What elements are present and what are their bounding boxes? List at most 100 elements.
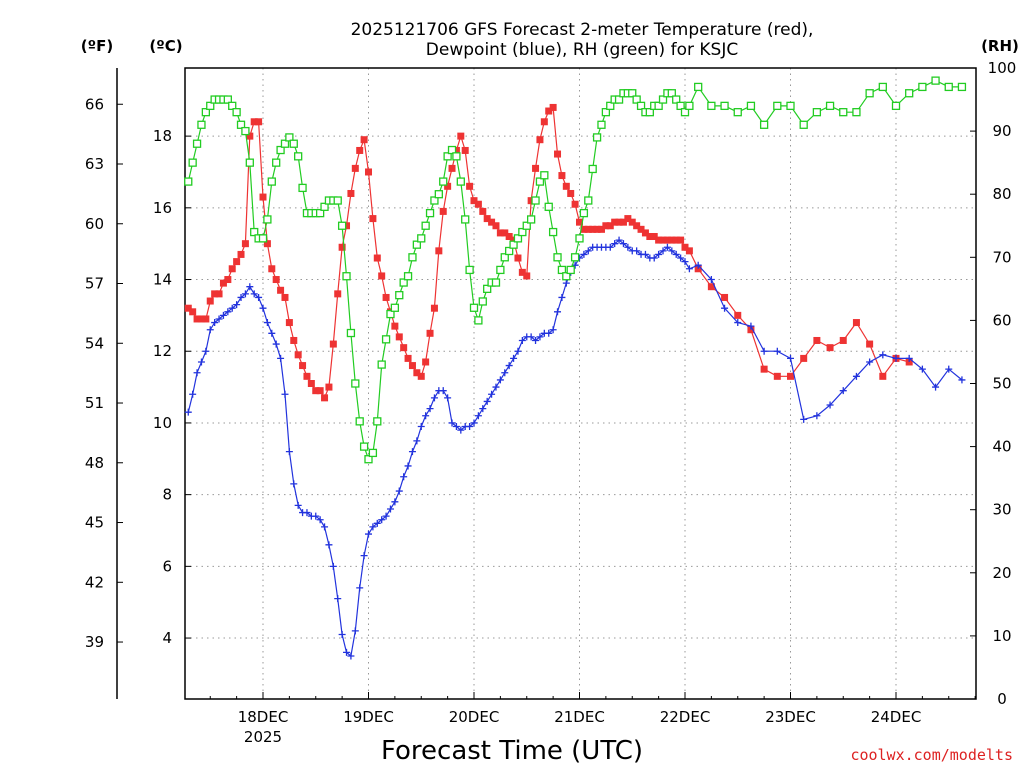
dewpoint-point (787, 354, 794, 362)
rh-point (315, 208, 325, 218)
dewpoint-point (184, 408, 192, 416)
dewpoint-point (655, 250, 663, 258)
dewpoint-point (316, 516, 324, 524)
celsius-tick-label: 8 (162, 486, 172, 504)
series-dewpoint (184, 236, 966, 660)
temp-point (417, 372, 425, 380)
dewpoint-point (466, 423, 474, 431)
rh-point (496, 265, 505, 275)
fahrenheit-tick-label: 63 (85, 155, 104, 173)
rh-point (188, 158, 197, 167)
rh-point (491, 278, 501, 287)
temp-point (474, 200, 482, 208)
rh-point (267, 177, 276, 186)
series-layer (184, 76, 967, 660)
temp-point (518, 268, 526, 276)
dewpoint-point (334, 595, 342, 603)
rh-point (799, 120, 808, 129)
dewpoint-point (373, 519, 381, 527)
temp-point (408, 362, 416, 370)
dewpoint-point (549, 326, 557, 334)
series-temperature (184, 103, 913, 402)
dewpoint-point (268, 329, 276, 337)
temp-point (536, 136, 544, 144)
credit-text: coolwx.com/modelts (850, 746, 1013, 764)
dewpoint-point (545, 329, 553, 337)
rh-point (381, 335, 391, 344)
temp-point (224, 276, 232, 284)
temp-point (206, 297, 214, 305)
dewpoint-point (457, 426, 465, 434)
dewpoint-point (338, 630, 346, 638)
x-tick-label: 23DEC (765, 708, 816, 726)
dewpoint-point (663, 243, 671, 251)
fahrenheit-tick-label: 42 (85, 573, 104, 591)
temp-point (787, 372, 794, 380)
rh-point (694, 82, 703, 92)
temp-point (219, 279, 227, 287)
dewpoint-point (918, 365, 926, 373)
rh-point (359, 442, 369, 451)
rh-point (346, 328, 356, 338)
rh-point (368, 448, 378, 458)
temp-point (685, 247, 693, 255)
temp-point (866, 340, 874, 348)
temp-point (496, 229, 504, 237)
temp-point (316, 387, 324, 395)
rh-point (588, 164, 597, 174)
temp-point (290, 336, 298, 344)
dewpoint-point (677, 254, 685, 262)
temp-point (466, 182, 474, 190)
temp-point (641, 229, 649, 237)
rh-point (228, 101, 237, 111)
rh-point (320, 202, 329, 211)
temp-point (329, 340, 337, 348)
rh-point (425, 208, 435, 218)
rh-point (562, 272, 571, 281)
temp-point (246, 132, 254, 140)
dewpoint-point (189, 390, 197, 398)
temp-point (580, 225, 588, 233)
rh-point (430, 196, 439, 205)
rh-point (918, 82, 927, 92)
rh-tick-label: 20 (992, 564, 1011, 582)
temp-point (215, 290, 223, 298)
rh-tick-label: 40 (992, 438, 1011, 456)
rh-point (403, 272, 413, 281)
rh-point (206, 101, 215, 111)
fahrenheit-tick-label: 45 (85, 514, 104, 532)
rh-point (584, 196, 593, 205)
temp-point (373, 254, 381, 262)
dewpoint-point (606, 243, 614, 251)
temp-point (615, 218, 623, 226)
dewpoint-point (404, 462, 412, 470)
celsius-unit-label: (ºC) (149, 37, 182, 55)
temp-point (404, 354, 412, 362)
rh-point (223, 95, 232, 104)
temp-point (343, 222, 351, 230)
temp-point (532, 164, 540, 172)
temp-point (307, 380, 315, 387)
dewpoint-point (800, 415, 808, 423)
rh-point (232, 108, 241, 117)
rh-point (500, 253, 509, 262)
celsius-axis: 4 6 8 10 12 14 16 18 (153, 127, 191, 647)
fahrenheit-tick-label: 66 (85, 95, 104, 113)
dewpoint-point (193, 369, 201, 377)
rh-point (531, 196, 540, 205)
rh-point (676, 101, 685, 111)
temp-point (633, 222, 641, 230)
rh-unit-label: (RH) (981, 37, 1019, 55)
dewpoint-point (294, 501, 302, 509)
dewpoint-point (382, 512, 390, 520)
temp-point (527, 197, 535, 205)
rh-point (575, 234, 584, 243)
temp-point (211, 290, 219, 298)
dewpoint-point (378, 516, 386, 524)
temp-point (435, 247, 443, 255)
rh-point (197, 120, 206, 129)
rh-point (566, 265, 575, 275)
plot-frame (184, 67, 977, 700)
dewpoint-point (241, 290, 249, 298)
